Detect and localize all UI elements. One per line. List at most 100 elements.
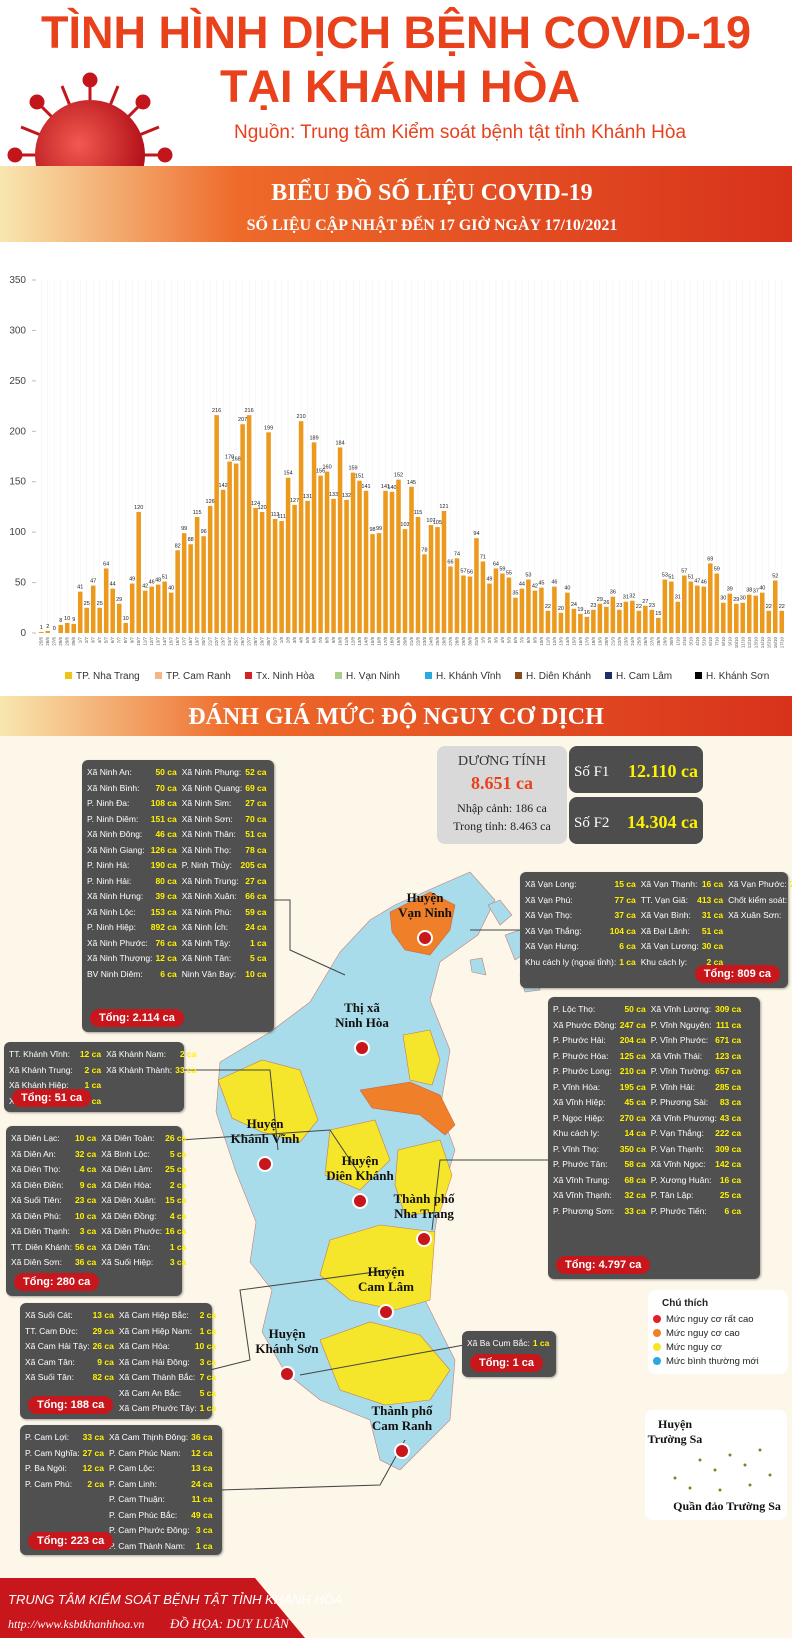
x-tick-label: 8/8 (325, 637, 330, 644)
bar (285, 477, 291, 633)
ward-name: P. Ngọc Hiệp: (553, 1112, 605, 1123)
map-label: Cam Ranh (372, 1418, 433, 1433)
ward-columns: P. Cam Lợi: 33 ca P. Cam Nghĩa: 27 ca P. Ba … (25, 1430, 217, 1554)
ward-cases: 25 ca (719, 1190, 742, 1200)
ward-cases: 153 ca (150, 906, 177, 917)
ward-name: Xã Vĩnh Hiệp: (553, 1097, 606, 1107)
x-tick-label: 3/9 (493, 637, 498, 644)
map-label: Huyện (368, 1264, 406, 1279)
ward-row: Xã Suối Cát: 13 ca (25, 1308, 114, 1324)
ward-cases: 9 ca (97, 1356, 114, 1367)
x-tick-label: 7/10 (714, 637, 719, 646)
ward-name: P. Phước Long: (553, 1066, 612, 1076)
ward-name: Xã Cam Hiệp Nam: (118, 1325, 193, 1336)
value-label: 64 (493, 561, 499, 567)
bar (597, 603, 603, 633)
value-label: 35 (512, 591, 518, 597)
ward-cases: 1 ca (195, 1540, 213, 1551)
footer-band (0, 1578, 305, 1638)
ward-cases: 83 ca (719, 1097, 742, 1107)
ward-row: P. Phước Hải: 204 ca (553, 1033, 646, 1049)
ward-name: P. Phước Tân: (553, 1159, 608, 1169)
ward-row: Xã Đại Lãnh: 51 ca (641, 924, 723, 940)
value-label: 156 (316, 469, 325, 475)
legend-label: Tx. Ninh Hòa (256, 671, 315, 682)
ward-cases: 111 ca (716, 1019, 742, 1030)
value-label: 57 (681, 569, 687, 575)
value-label: 105 (433, 520, 442, 526)
section-banner (0, 696, 792, 736)
ward-name: P. Phương Sài: (650, 1097, 709, 1107)
ward-row: P. Ninh Thủy: 205 ca (182, 858, 267, 874)
ward-row: Xã Ninh Lộc: 153 ca (87, 905, 177, 921)
ward-name: Xã Vạn Thắng: (525, 925, 582, 936)
ward-row: Xã Ninh Phụng: 52 ca (182, 765, 267, 781)
ward-row: Xã Khánh Hiệp: 1 ca (9, 1078, 101, 1094)
x-tick-label: 9/7 (130, 637, 135, 644)
x-tick-label: 16/9 (578, 637, 583, 646)
value-label: 64 (103, 561, 109, 567)
ward-row: Khu cách ly: 14 ca (553, 1126, 646, 1142)
ward-row: P. Vạn Thắng: 222 ca (651, 1126, 741, 1142)
ward-name: P. Cam Thành Nam: (108, 1540, 186, 1551)
legend-dot (653, 1329, 661, 1337)
ward-cases: 142 ca (715, 1159, 742, 1169)
ward-cases: 247 ca (619, 1019, 646, 1030)
value-label: 10 (123, 616, 129, 622)
x-tick-label: 6/9 (513, 637, 518, 644)
legend-swatch (335, 672, 342, 679)
value-label: 111 (277, 514, 285, 520)
ward-name: Xã Ninh Tây: (181, 937, 231, 948)
ward-cases: 190 ca (150, 860, 177, 870)
f2-label: Số F2 (574, 815, 609, 831)
legend-label: H. Khánh Sơn (706, 671, 769, 682)
virus-marker (279, 1366, 295, 1382)
ward-name: Xã Ninh Phụng: (181, 767, 242, 777)
value-label: 99 (181, 526, 187, 532)
ward-name: P. Cam Phúc Bắc: (108, 1509, 178, 1520)
ward-name: P. Tân Lập: (650, 1190, 694, 1200)
ward-name: P. Cam Phước Đông: (108, 1525, 190, 1535)
ward-cases: 5 ca (169, 1148, 187, 1159)
x-tick-label: 14/10 (760, 637, 765, 649)
map-label: Thành phố (393, 1191, 455, 1206)
ward-name: Xã Diên Tân: (101, 1241, 151, 1252)
value-label: 19 (577, 607, 583, 613)
ward-cases: 36 ca (74, 1257, 97, 1267)
ward-total: Tổng: 51 ca (12, 1089, 92, 1107)
x-tick-label: 18/8 (390, 637, 395, 646)
zone-ninh-hoa (402, 1029, 441, 1086)
value-label: 56 (467, 570, 473, 576)
bar (58, 624, 64, 633)
ward-cases: 1 ca (169, 1241, 187, 1252)
ward-name: P. Cam Thuận: (108, 1494, 165, 1504)
truong-sa-district-2: Trường Sa (648, 1432, 703, 1446)
footer-url[interactable]: http://www.ksbtkhanhhoa.vn (8, 1617, 144, 1631)
ward-cases: 32 ca (624, 1190, 646, 1200)
ward-cases: 5 ca (249, 953, 267, 963)
ward-row: Xã Khánh Nam: 2 ca (106, 1047, 196, 1063)
ward-name: P. Ninh Hà: (87, 860, 130, 870)
x-tick-label: 9/9 (532, 637, 537, 644)
ward-row: Xã Vĩnh Ngọc: 142 ca (651, 1157, 741, 1173)
ward-name: Xã Khánh Nam: (106, 1049, 167, 1059)
value-label: 184 (335, 440, 344, 446)
value-label: 120 (258, 505, 267, 511)
ward-cases: 3 ca (199, 1356, 217, 1367)
bar (506, 577, 512, 633)
ward-name: P. Ninh Thủy: (181, 860, 232, 870)
ward-cases: 24 ca (245, 922, 267, 932)
x-tick-label: 28/7 (253, 637, 258, 646)
ward-name: Xã Phước Đồng: (553, 1019, 617, 1030)
ward-row: Xã Vĩnh Thái: 123 ca (651, 1049, 741, 1065)
x-tick-label: 28/8 (454, 637, 459, 646)
value-label: 32 (629, 594, 635, 600)
x-tick-label: 26/7 (240, 637, 245, 646)
ward-name: TT. Vạn Giã: (640, 894, 688, 905)
legend-dot (653, 1343, 661, 1351)
bar (708, 563, 713, 633)
ward-cases: 1 ca (619, 956, 636, 967)
legend-title: Chú thích (662, 1298, 708, 1309)
value-label: 96 (201, 529, 207, 535)
ward-name: TT. Khánh Vĩnh: (9, 1049, 70, 1059)
